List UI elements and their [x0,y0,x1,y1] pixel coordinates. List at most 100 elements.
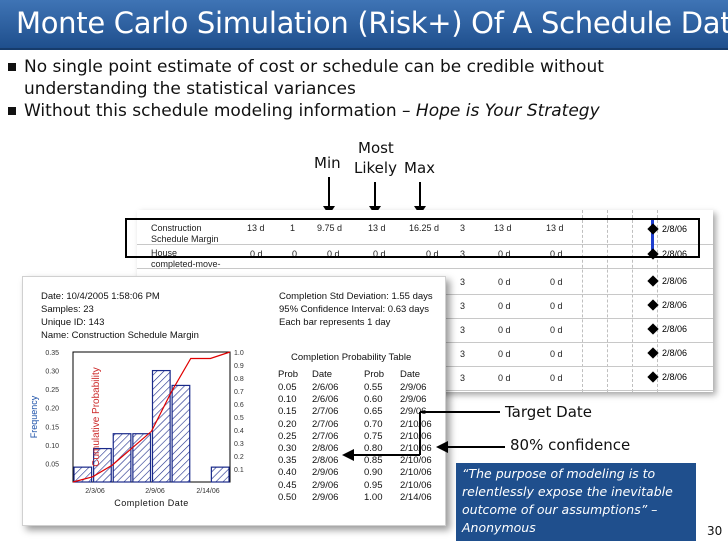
table-cell: 0.35 [278,455,297,467]
table-cell: 2/8/06 [312,455,339,467]
milestone-bar [651,220,654,254]
cell: 9.75 d [317,223,343,233]
gantt-gridline [582,210,583,392]
y2-tick-label: 0.3 [234,441,244,448]
report-name: Name: Construction Schedule Margin [41,330,199,341]
max-arrow [414,182,426,215]
cell: 13 d [546,223,564,233]
table-cell: 0.85 [364,455,383,467]
cell: 13 d [247,223,265,233]
cell: 0 d [498,373,511,383]
x-tick-label: 2/3/06 [85,488,105,495]
y2-tick-label: 0.7 [234,389,244,396]
y2-tick-label: 0.2 [234,454,244,461]
min-label: Min [314,154,341,172]
page-number: 30 [707,524,723,538]
task-name-2: completed-move- [151,259,221,269]
cell: 3 [460,249,466,259]
table-cell: 2/10/06 [400,418,432,430]
max-label: Max [404,159,436,177]
cell: 0 d [498,301,511,311]
cell: 0 d [327,249,340,259]
table-cell: 1.00 [364,491,383,503]
target-date-label: Target Date [505,403,593,421]
cell: 0 d [250,249,263,259]
histogram-chart: 0.05 0.10 0.15 0.20 0.25 0.30 0.35 0.1 0.2 0.3 0.4… [29,350,244,508]
x-tick-label: 2/9/06 [145,488,165,495]
table-cell: 2/9/06 [312,467,339,479]
milestone-date: 2/8/06 [662,372,688,382]
table-cell: 0.60 [364,394,383,406]
cell: 0 d [373,249,386,259]
task-name: Construction [151,223,202,233]
table-cell: 0.95 [364,479,383,491]
table-cell: 2/9/06 [312,479,339,491]
table-cell: 0.25 [278,430,297,442]
histogram-bar [171,384,191,483]
y-tick-label: 0.20 [45,406,59,413]
cell: 0 d [550,325,563,335]
most-likely-label-line1: Most [358,139,394,157]
bullet-item: Without this schedule modeling informati… [4,100,704,122]
cell: 16.25 d [409,223,440,233]
table-cell: 2/8/06 [312,443,339,454]
milestone-date: 2/8/06 [662,324,688,334]
most-likely-label-line2: Likely [354,159,397,177]
cell: 0 [292,249,298,259]
report-std-dev: Completion Std Deviation: 1.55 days [279,291,433,302]
histogram-bar [151,369,171,483]
y-tick-label: 0.35 [45,350,59,357]
table-cell: 2/9/06 [312,491,339,503]
table-cell: 2/10/06 [400,455,432,467]
y-tick-label: 0.05 [45,461,59,468]
report-unique-id: Unique ID: 143 [41,317,105,328]
table-cell: 2/10/06 [400,479,432,491]
report-bar-rep: Each bar represents 1 day [279,317,391,328]
table-cell: 2/10/06 [400,443,432,454]
table-cell: 2/7/06 [312,418,339,430]
table-cell: 0.70 [364,418,383,430]
table-cell: 0.15 [278,406,297,418]
y2-tick-label: 0.8 [234,376,244,383]
title-bar: Monte Carlo Simulation (Risk+) Of A Sche… [0,0,728,50]
table-cell: 2/14/06 [400,491,432,503]
milestone-date: 2/8/06 [662,276,688,286]
cell: 3 [460,301,466,311]
gantt-gridline [607,210,608,392]
y2-tick-label: 0.4 [234,428,244,435]
table-cell: 2/9/06 [400,394,427,406]
y2-tick-label: 0.6 [234,402,244,409]
y2-tick-label: 0.5 [234,415,244,422]
bullet-list: No single point estimate of cost or sche… [4,56,704,122]
gantt-gridline [632,210,633,392]
milestone-date: 2/8/06 [662,249,688,259]
cell: 1 [290,223,296,233]
milestone-date: 2/8/06 [662,224,688,234]
table-header: Prob [364,369,385,380]
cell: 13 d [368,223,386,233]
cell: 0 d [550,349,563,359]
table-cell: 0.10 [278,394,297,406]
table-cell: 0.50 [278,491,297,503]
cell: 0 d [498,325,511,335]
table-header: Date [400,369,421,380]
cumulative-line [72,351,231,483]
cell: 3 [460,373,466,383]
table-cell: 0.80 [364,443,383,454]
table-cell: 0.65 [364,406,383,418]
slide-title: Monte Carlo Simulation (Risk+) Of A Sche… [16,6,728,40]
table-cell: 2/6/06 [312,394,339,406]
y2-tick-label: 1.0 [234,350,244,357]
table-header: Date [312,369,333,380]
table-header: Prob [278,369,299,380]
min-arrow [323,177,335,215]
table-cell: 0.05 [278,382,297,393]
table-cell: 2/9/06 [400,406,427,418]
histogram-bar [112,433,132,483]
histogram-bar [132,433,152,483]
table-cell: 0.75 [364,430,383,442]
cell: 3 [460,325,466,335]
bullet-item: No single point estimate of cost or sche… [4,56,704,100]
table-cell: 0.30 [278,443,297,454]
task-name-2: Schedule Margin [151,234,219,244]
